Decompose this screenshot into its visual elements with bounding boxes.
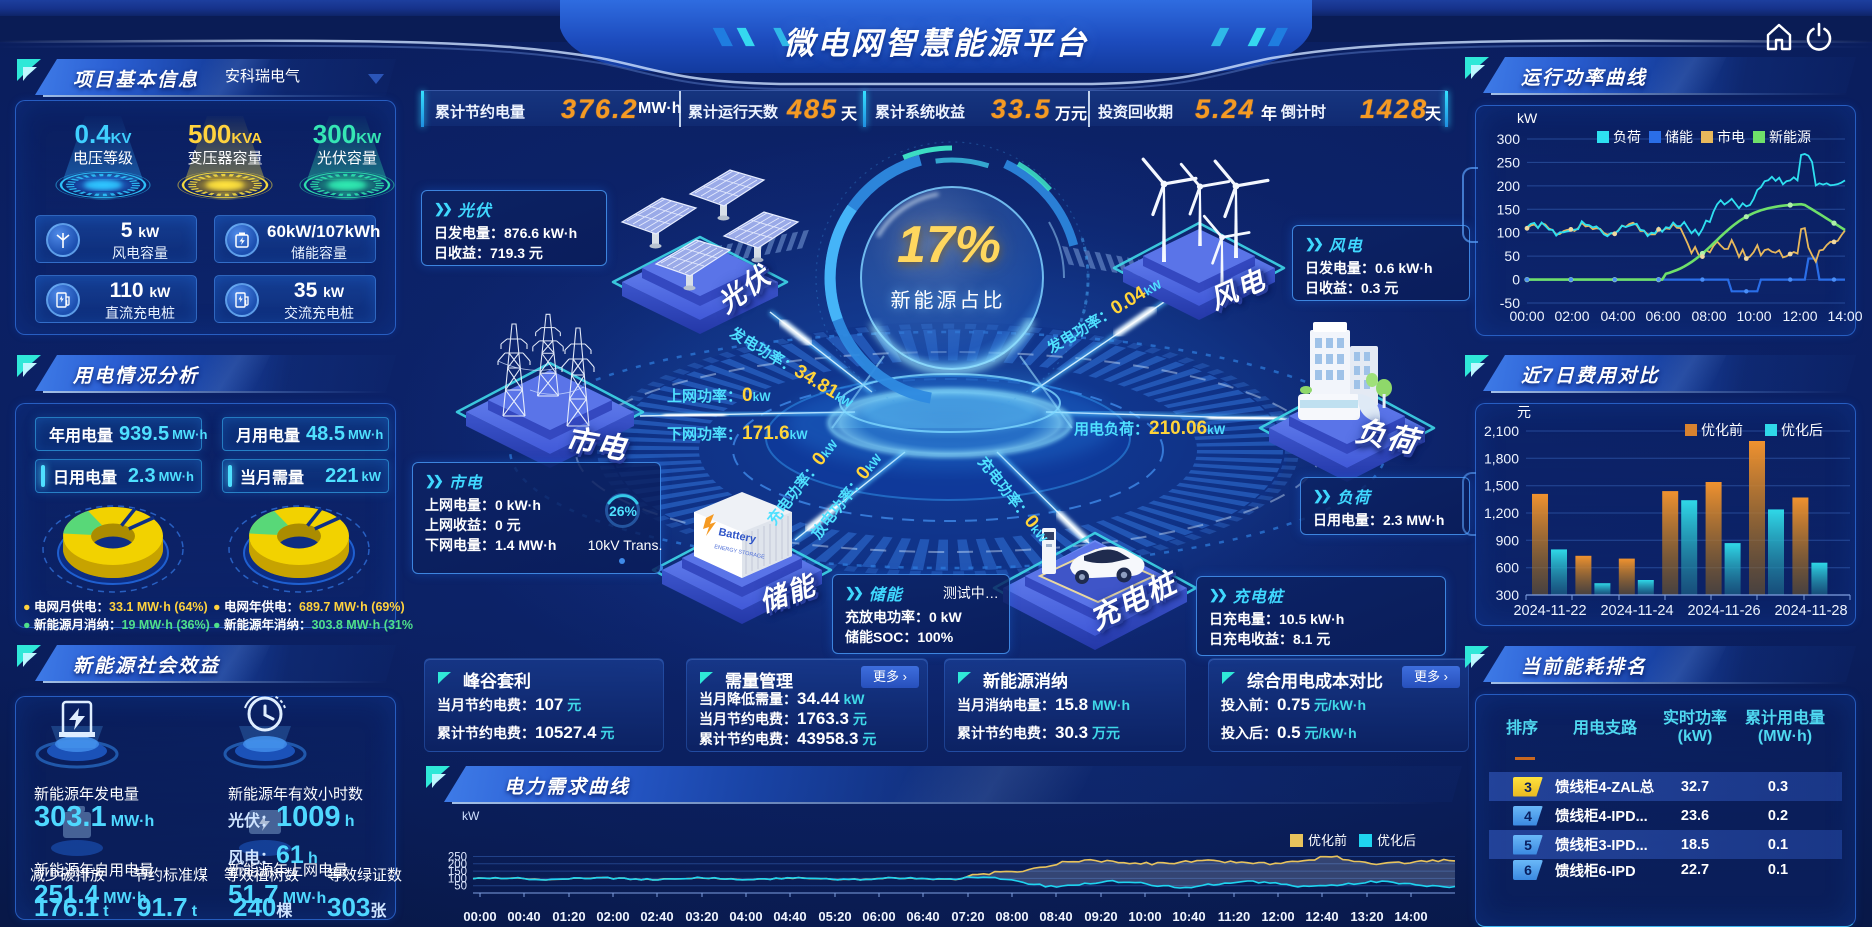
svg-text:-50: -50 [1500, 295, 1520, 311]
svg-text:08:00: 08:00 [1691, 308, 1726, 324]
svg-text:00:40: 00:40 [507, 909, 540, 924]
svg-text:12:00: 12:00 [1261, 909, 1294, 924]
svg-text:优化后: 优化后 [1781, 422, 1823, 438]
svg-text:01:20: 01:20 [552, 909, 585, 924]
svg-text:300: 300 [1496, 587, 1520, 603]
svg-text:0: 0 [1512, 272, 1520, 288]
svg-text:10:00: 10:00 [1736, 308, 1771, 324]
svg-text:05:20: 05:20 [818, 909, 851, 924]
svg-text:200: 200 [448, 859, 467, 871]
svg-text:优化前: 优化前 [1701, 422, 1743, 438]
svg-text:06:00: 06:00 [1645, 308, 1680, 324]
svg-text:优化前: 优化前 [1308, 833, 1347, 848]
svg-text:2024-11-22: 2024-11-22 [1513, 603, 1586, 619]
svg-text:11:20: 11:20 [1218, 909, 1251, 924]
svg-text:kW: kW [462, 810, 480, 823]
svg-text:600: 600 [1496, 560, 1520, 576]
svg-text:00:00: 00:00 [1509, 308, 1544, 324]
svg-text:04:00: 04:00 [729, 909, 762, 924]
svg-text:250: 250 [1497, 154, 1521, 170]
svg-text:09:20: 09:20 [1084, 909, 1117, 924]
svg-text:10:40: 10:40 [1172, 909, 1205, 924]
svg-text:储能: 储能 [1665, 129, 1693, 145]
svg-text:04:40: 04:40 [773, 909, 806, 924]
svg-text:03:20: 03:20 [685, 909, 718, 924]
svg-text:02:00: 02:00 [596, 909, 629, 924]
svg-text:2,100: 2,100 [1484, 423, 1519, 439]
svg-text:100: 100 [448, 873, 467, 885]
svg-text:250: 250 [448, 852, 467, 864]
svg-text:2024-11-28: 2024-11-28 [1774, 603, 1847, 619]
svg-text:06:00: 06:00 [862, 909, 895, 924]
svg-text:150: 150 [448, 866, 467, 878]
svg-text:优化后: 优化后 [1377, 833, 1416, 848]
svg-text:14:00: 14:00 [1394, 909, 1427, 924]
svg-text:元: 元 [1517, 404, 1531, 420]
svg-text:12:40: 12:40 [1305, 909, 1338, 924]
svg-text:2024-11-26: 2024-11-26 [1687, 603, 1760, 619]
svg-text:08:00: 08:00 [995, 909, 1028, 924]
svg-text:00:00: 00:00 [463, 909, 496, 924]
svg-text:200: 200 [1497, 178, 1521, 194]
svg-text:新能源: 新能源 [1769, 129, 1811, 145]
svg-text:2024-11-24: 2024-11-24 [1600, 603, 1673, 619]
svg-text:300: 300 [1497, 131, 1521, 147]
svg-text:50: 50 [1504, 248, 1520, 264]
svg-text:13:20: 13:20 [1350, 909, 1383, 924]
svg-text:1,800: 1,800 [1484, 450, 1519, 466]
svg-text:06:40: 06:40 [906, 909, 939, 924]
svg-text:市电: 市电 [1717, 129, 1745, 145]
svg-text:02:40: 02:40 [640, 909, 673, 924]
svg-text:50: 50 [454, 881, 467, 893]
svg-text:负荷: 负荷 [1613, 129, 1641, 145]
svg-text:150: 150 [1497, 201, 1521, 217]
svg-text:07:20: 07:20 [951, 909, 984, 924]
svg-text:1,500: 1,500 [1484, 478, 1519, 494]
svg-text:08:40: 08:40 [1039, 909, 1072, 924]
svg-text:100: 100 [1497, 225, 1521, 241]
svg-text:02:00: 02:00 [1554, 308, 1589, 324]
svg-text:900: 900 [1496, 532, 1520, 548]
svg-text:kW: kW [1517, 110, 1538, 126]
svg-text:04:00: 04:00 [1600, 308, 1635, 324]
svg-text:10:00: 10:00 [1128, 909, 1161, 924]
svg-text:12:00: 12:00 [1782, 308, 1817, 324]
svg-text:1,200: 1,200 [1484, 505, 1519, 521]
svg-text:14:00: 14:00 [1827, 308, 1862, 324]
